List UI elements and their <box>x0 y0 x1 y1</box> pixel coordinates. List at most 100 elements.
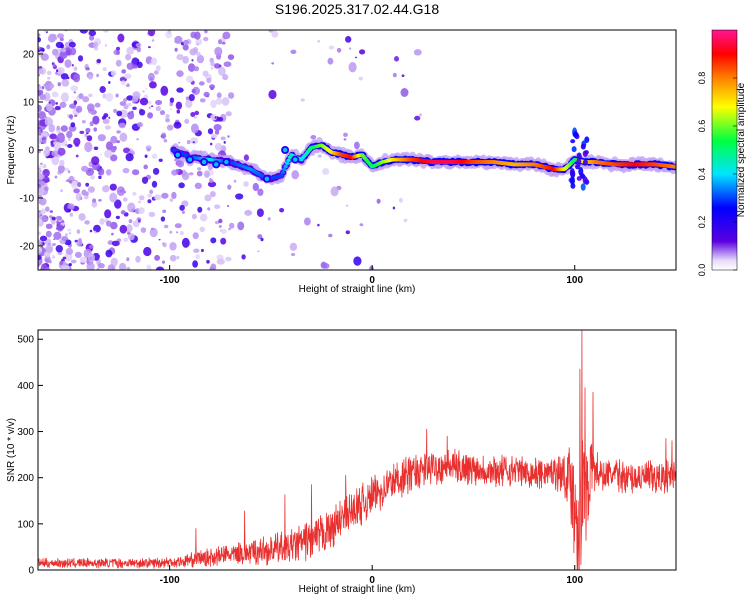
noise-speckle <box>97 134 106 142</box>
noise-speckle <box>310 135 317 140</box>
noise-speckle <box>317 40 321 43</box>
noise-speckle <box>214 116 217 119</box>
disturbance-blob <box>569 168 575 178</box>
noise-speckle <box>149 81 157 89</box>
ridge-core <box>280 171 286 174</box>
noise-speckle <box>260 237 264 242</box>
noise-speckle <box>118 122 126 129</box>
x-tick-label: 100 <box>566 575 583 586</box>
noise-speckle <box>85 191 89 197</box>
noise-speckle <box>221 228 227 234</box>
noise-speckle <box>148 46 151 49</box>
noise-speckle <box>89 121 94 127</box>
noise-speckle <box>61 79 70 87</box>
noise-speckle <box>227 205 230 207</box>
noise-speckle <box>42 164 47 169</box>
noise-speckle <box>52 243 56 246</box>
noise-speckle <box>304 217 311 226</box>
noise-speckle <box>216 92 222 99</box>
noise-speckle <box>392 72 397 78</box>
noise-speckle <box>88 244 94 249</box>
noise-speckle <box>68 41 76 48</box>
noise-speckle <box>161 132 167 139</box>
noise-speckle <box>175 168 180 173</box>
noise-speckle <box>147 112 154 119</box>
noise-speckle <box>107 264 115 270</box>
noise-speckle <box>56 224 64 232</box>
noise-speckle <box>403 218 408 223</box>
noise-speckle <box>153 70 159 75</box>
noise-speckle <box>220 237 227 245</box>
colorbar-tick-label: 0.4 <box>697 168 707 181</box>
noise-speckle <box>210 99 217 109</box>
noise-speckle <box>44 258 50 263</box>
noise-speckle <box>110 154 118 162</box>
noise-speckle <box>191 59 194 62</box>
noise-speckle <box>53 238 56 241</box>
noise-speckle <box>189 48 197 56</box>
colorbar-tick-label: 0.2 <box>697 216 707 229</box>
noise-speckle <box>73 66 78 71</box>
spectrogram-y-label: Frequency (Hz) <box>6 116 17 185</box>
disturbance-blob <box>571 146 577 153</box>
noise-speckle <box>214 46 223 56</box>
noise-speckle <box>149 227 158 238</box>
disturbance-blob <box>582 176 588 184</box>
noise-speckle <box>109 192 118 203</box>
noise-speckle <box>398 197 403 203</box>
noise-speckle <box>127 111 135 120</box>
noise-speckle <box>218 66 226 76</box>
noise-speckle <box>328 233 333 238</box>
noise-speckle <box>188 94 195 102</box>
y-tick-label: 500 <box>17 335 34 346</box>
noise-speckle <box>222 74 229 81</box>
noise-speckle <box>47 34 56 43</box>
noise-speckle <box>163 139 168 143</box>
noise-speckle <box>176 70 184 77</box>
noise-speckle <box>139 195 145 201</box>
x-tick-label: 100 <box>566 275 583 286</box>
noise-speckle <box>40 53 49 61</box>
noise-speckle <box>220 136 226 141</box>
noise-speckle <box>355 56 357 59</box>
noise-speckle <box>59 260 64 265</box>
noise-speckle <box>127 202 136 213</box>
noise-speckle <box>194 31 201 40</box>
noise-speckle <box>136 138 140 141</box>
noise-speckle <box>104 43 108 48</box>
noise-speckle <box>125 53 132 61</box>
noise-speckle <box>139 109 146 116</box>
noise-speckle <box>52 48 59 56</box>
noise-speckle <box>104 149 113 158</box>
y-tick-label: 400 <box>17 381 34 392</box>
noise-speckle <box>149 62 152 65</box>
noise-speckle <box>89 35 95 41</box>
noise-speckle <box>49 215 53 219</box>
noise-speckle <box>243 181 249 187</box>
noise-speckle <box>194 182 202 189</box>
noise-speckle <box>71 64 74 67</box>
noise-speckle <box>68 125 77 132</box>
disturbance-blob <box>569 177 575 185</box>
noise-speckle <box>38 187 45 195</box>
noise-speckle <box>120 210 126 215</box>
noise-speckle <box>317 154 322 158</box>
noise-speckle <box>60 73 69 80</box>
colorbar-tick-label: 0.8 <box>697 72 707 85</box>
noise-speckle <box>182 56 189 64</box>
noise-speckle <box>128 219 133 224</box>
noise-speckle <box>206 259 210 264</box>
noise-speckle <box>175 101 183 110</box>
noise-speckle <box>229 222 235 229</box>
noise-speckle <box>125 153 134 162</box>
noise-speckle <box>77 55 84 62</box>
noise-speckle <box>46 246 53 254</box>
ridge-core <box>279 174 284 177</box>
noise-speckle <box>93 146 99 151</box>
noise-speckle <box>86 103 95 112</box>
ridge-blob <box>282 147 288 153</box>
noise-speckle <box>166 124 174 131</box>
noise-speckle <box>85 67 90 71</box>
noise-speckle <box>359 49 366 55</box>
